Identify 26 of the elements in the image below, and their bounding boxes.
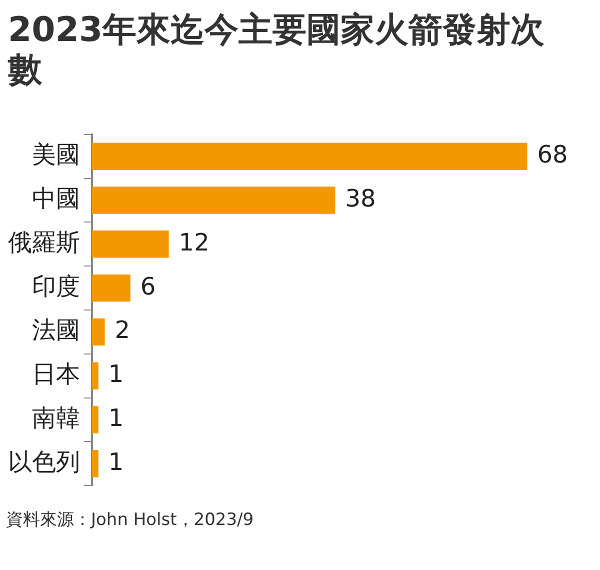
bar: [92, 142, 528, 170]
chart-title: 2023年來迄今主要國家火箭發射次數: [8, 10, 546, 90]
bar: [92, 186, 336, 214]
source-note: 資料來源：John Holst，2023/9: [6, 509, 255, 532]
bar: [92, 362, 98, 390]
bar: [92, 230, 169, 258]
y-tick-label: 日本: [32, 360, 80, 388]
data-label: 38: [345, 184, 376, 212]
y-tick-label: 俄羅斯: [8, 228, 80, 256]
y-tick-label: 中國: [32, 184, 80, 212]
bar: [92, 318, 105, 346]
y-tick-label: 美國: [32, 140, 80, 169]
data-label: 6: [140, 272, 156, 300]
y-tick-label: 印度: [32, 272, 80, 300]
bar: [92, 406, 98, 434]
bar: [92, 274, 130, 302]
data-label: 1: [108, 404, 124, 432]
data-label: 68: [537, 140, 568, 169]
bar: [92, 450, 98, 478]
y-tick-label: 南韓: [32, 404, 80, 432]
data-label: 12: [178, 228, 210, 256]
y-tick-label: 以色列: [8, 448, 80, 476]
data-label: 1: [108, 448, 124, 476]
y-tick-label: 法國: [32, 316, 80, 344]
data-label: 2: [114, 316, 130, 344]
data-label: 1: [108, 360, 124, 388]
